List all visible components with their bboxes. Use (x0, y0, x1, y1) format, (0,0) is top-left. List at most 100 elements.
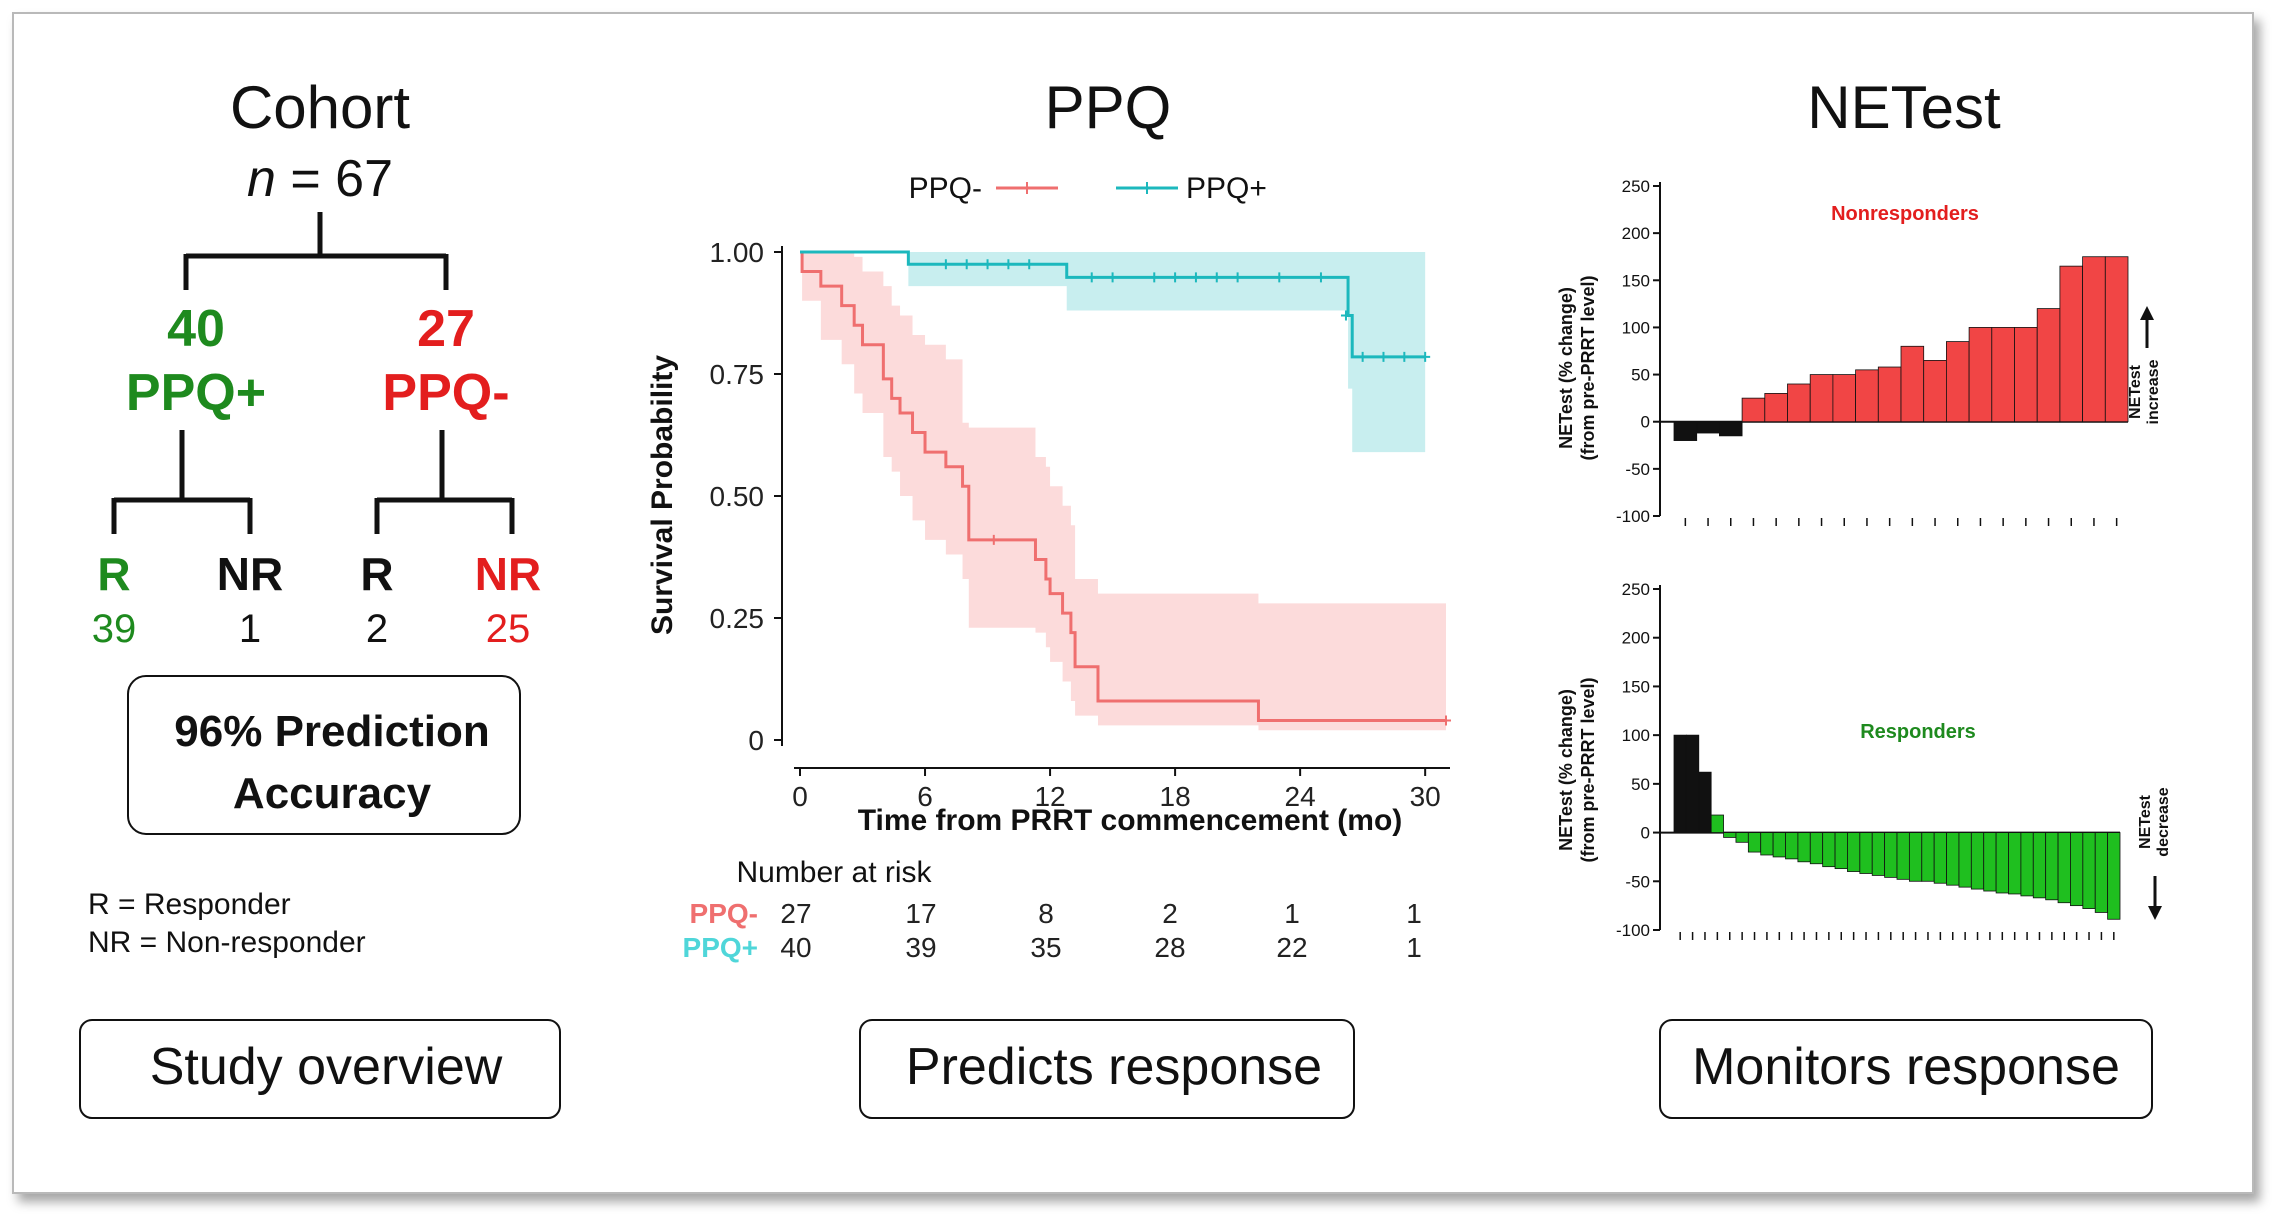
leaf-label: R (97, 548, 130, 600)
netest-bar (1855, 369, 1879, 423)
risk-cell: 2 (1162, 898, 1178, 929)
km-y-tick-label: 0.25 (710, 603, 765, 634)
figure-frame (12, 12, 2254, 1194)
netest-bar (1809, 374, 1834, 423)
study-overview-panel: Cohort n = 67 40 PPQ+ 27 PPQ- R NR R NR … (79, 74, 561, 1119)
bar-y-tick-label: 200 (1622, 224, 1650, 243)
bar-y-tick-label: 50 (1631, 366, 1650, 385)
censor-mark (961, 259, 972, 270)
km-y-tick-label: 0.75 (710, 359, 765, 390)
netest-ylabel-line1: NETest (% change) (1556, 287, 1576, 449)
down-arrow-head-icon (2148, 906, 2162, 920)
cohort-size: n = 67 (247, 150, 393, 208)
legend-ppq-positive-label: PPQ+ (1186, 172, 1267, 205)
accuracy-box (127, 675, 521, 835)
ppq-footer: Predicts response (906, 1038, 1322, 1096)
netest-bar (1760, 832, 1774, 856)
bar-y-tick-label: 50 (1631, 775, 1650, 794)
netest-bar (1685, 734, 1700, 833)
risk-cell: 1 (1284, 898, 1300, 929)
bar-y-tick-label: 100 (1622, 726, 1650, 745)
cohort-tree-lines (111, 212, 515, 534)
bar-y-tick-label: 0 (1641, 824, 1650, 843)
netest-bar (1921, 832, 1935, 882)
censor-mark (1420, 351, 1431, 362)
ci-band-PPQ+ (800, 252, 1426, 453)
netest-bar (1719, 421, 1743, 437)
netest-bar (1884, 832, 1898, 878)
netest-bar (1673, 734, 1687, 833)
risk-cell: 28 (1154, 932, 1185, 963)
bar-y-tick-label: -50 (1625, 460, 1650, 479)
bar-y-tick-label: -50 (1625, 872, 1650, 891)
km-y-tick-label: 0 (748, 725, 764, 756)
accuracy-line2: Accuracy (233, 769, 432, 818)
decrease-annotation: NETest decrease (2137, 787, 2172, 920)
netest-nonresponders-chart: 250 200 150 100 50 0 -50 -100 (1616, 177, 2129, 526)
netest-bar (1698, 771, 1712, 833)
risk-cell: 17 (905, 898, 936, 929)
legend-ppq-negative-censor (1021, 182, 1033, 194)
km-x-tick-label: 24 (1285, 781, 1316, 812)
censor-mark (1024, 259, 1035, 270)
censor-mark (940, 259, 951, 270)
leaf-value: 1 (239, 607, 261, 651)
netest-bar (2104, 256, 2129, 423)
censor-mark (1170, 272, 1181, 283)
bar-y-tick-label: 250 (1622, 177, 1650, 196)
netest-footer-box (1659, 1019, 2153, 1119)
netest-bar (1735, 832, 1749, 843)
legend-nonresponder: NR = Non-responder (88, 926, 366, 959)
netest-panel: NETest 250 200 150 100 50 0 -50 -100 250 200 150 1… (1556, 74, 2172, 1119)
netest-bar (1923, 360, 1947, 423)
nonresponders-label: Nonresponders (1831, 203, 1979, 225)
netest-bar (2059, 265, 2083, 423)
cohort-n-symbol: n (247, 150, 276, 208)
leaf-value: 39 (92, 607, 137, 651)
risk-cell: 35 (1030, 932, 1061, 963)
netest-bar (2008, 832, 2022, 895)
netest-bar (2107, 832, 2121, 920)
censor-mark (982, 259, 993, 270)
risk-table-title: Number at risk (736, 856, 932, 889)
netest-bar (1970, 832, 1985, 890)
censor-mark (1003, 259, 1014, 270)
leaf-label: NR (217, 548, 283, 600)
responders-label: Responders (1860, 721, 1976, 743)
netest-bar (2082, 256, 2106, 423)
legend-responder: R = Responder (88, 888, 291, 921)
cohort-title: Cohort (230, 74, 410, 141)
netest-bar (1747, 832, 1762, 853)
legend-ppq-positive-censor (1141, 182, 1153, 194)
censor-mark (1399, 351, 1410, 362)
netest-bar (1723, 832, 1737, 838)
risk-row-label: PPQ+ (683, 932, 758, 963)
netest-bar (1946, 341, 1970, 423)
netest-footer: Monitors response (1692, 1038, 2120, 1096)
netest-bar (1832, 374, 1857, 423)
netest-bar (1991, 327, 2015, 423)
cohort-n-value: = 67 (276, 150, 393, 208)
ppq-negative-count: 27 (417, 300, 475, 358)
km-y-tick-label: 1.00 (710, 237, 765, 268)
netest-bar (2070, 832, 2084, 907)
ppq-footer-box (859, 1019, 1355, 1119)
censor-mark (988, 534, 999, 545)
legend-ppq-negative-label: PPQ- (909, 172, 982, 205)
km-x-axis-label: Time from PRRT commencement (mo) (858, 804, 1403, 837)
netest-bar (1983, 832, 1997, 892)
netest-bar (1834, 832, 1848, 870)
risk-cell: 27 (780, 898, 811, 929)
netest-bar (1908, 832, 1923, 882)
netest-bar (1772, 832, 1786, 858)
risk-cell: 40 (780, 932, 811, 963)
netest-bar (2032, 832, 2047, 899)
km-x-tick-label: 12 (1034, 781, 1065, 812)
survival-curve-PPQ- (800, 250, 1446, 722)
netest-responders-chart: 250 200 150 100 50 0 -50 -100 (1616, 580, 2121, 940)
ppq-title: PPQ (1045, 74, 1172, 141)
censor-mark (1340, 310, 1351, 321)
netest-bar (1933, 832, 1947, 884)
